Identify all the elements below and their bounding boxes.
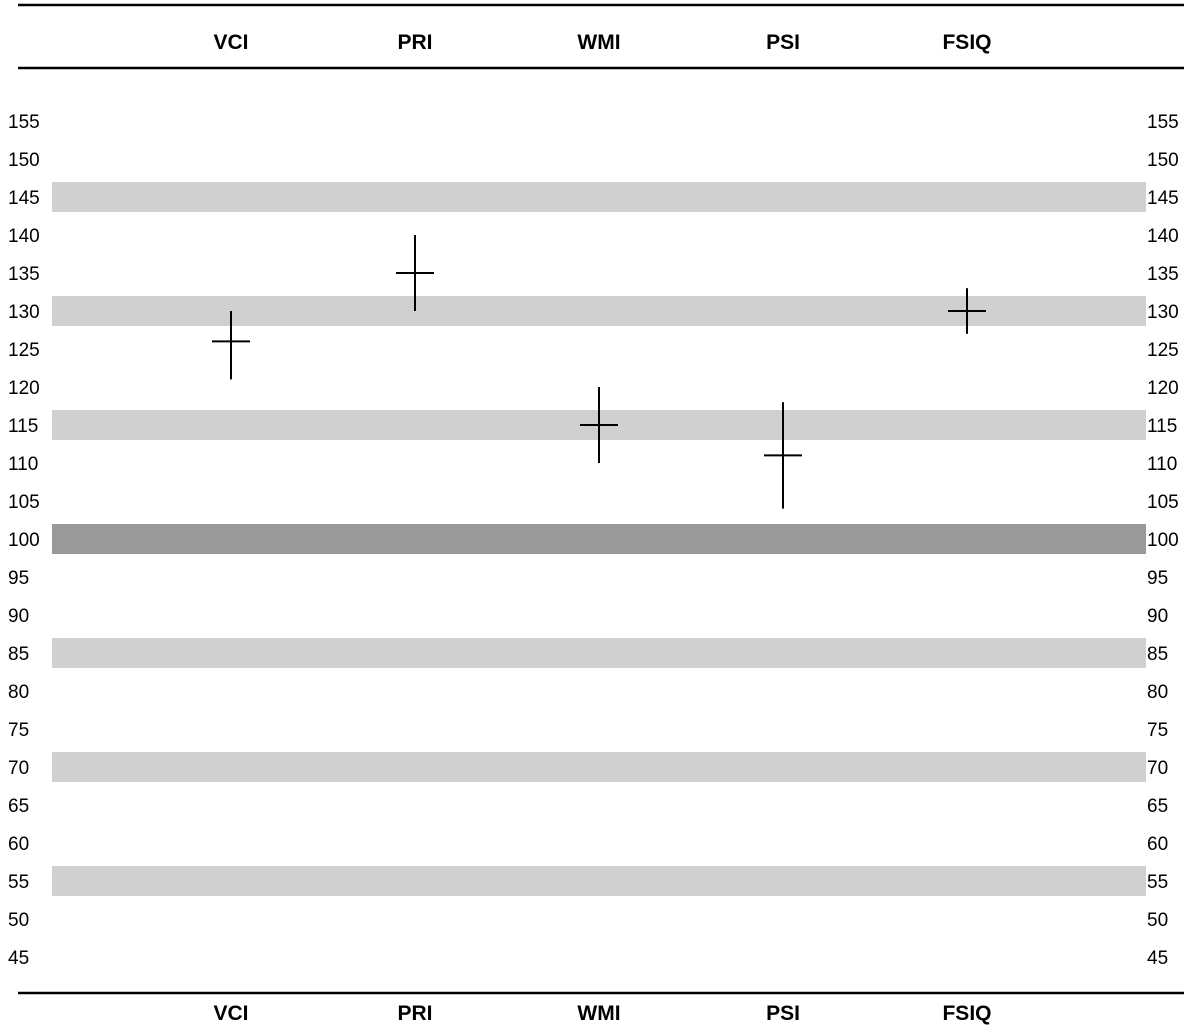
y-tick-left-115: 115 bbox=[8, 416, 38, 437]
y-tick-right-130: 130 bbox=[1147, 302, 1179, 323]
y-tick-left-125: 125 bbox=[8, 340, 40, 361]
header-bottom-pri: PRI bbox=[397, 1002, 432, 1025]
y-tick-left-105: 105 bbox=[8, 492, 40, 513]
y-tick-left-150: 150 bbox=[8, 150, 40, 171]
y-tick-left-100: 100 bbox=[8, 530, 40, 551]
header-bottom-wmi: WMI bbox=[577, 1002, 620, 1025]
score-band-145 bbox=[52, 182, 1146, 212]
y-tick-left-60: 60 bbox=[8, 834, 29, 855]
y-tick-right-90: 90 bbox=[1147, 606, 1168, 627]
header-top-fsiq: FSIQ bbox=[942, 31, 991, 54]
y-tick-right-105: 105 bbox=[1147, 492, 1179, 513]
y-tick-right-65: 65 bbox=[1147, 796, 1168, 817]
y-tick-left-135: 135 bbox=[8, 264, 40, 285]
y-tick-left-155: 155 bbox=[8, 112, 40, 133]
header-bottom-vci: VCI bbox=[213, 1002, 248, 1025]
y-tick-right-45: 45 bbox=[1147, 948, 1168, 969]
y-tick-right-55: 55 bbox=[1147, 872, 1168, 893]
right-y-axis-ticks: 155 150 145 140 135 130 125 120 115 110 105 100 95 90… bbox=[1147, 112, 1179, 969]
bottom-category-headers: VCI PRI WMI PSI FSIQ bbox=[213, 1002, 991, 1025]
y-tick-right-60: 60 bbox=[1147, 834, 1168, 855]
y-tick-left-75: 75 bbox=[8, 720, 29, 741]
y-tick-right-155: 155 bbox=[1147, 112, 1179, 133]
y-tick-left-140: 140 bbox=[8, 226, 40, 247]
y-tick-right-150: 150 bbox=[1147, 150, 1179, 171]
y-tick-left-145: 145 bbox=[8, 188, 40, 209]
header-top-pri: PRI bbox=[397, 31, 432, 54]
score-marker-vci bbox=[212, 311, 250, 380]
header-top-vci: VCI bbox=[213, 31, 248, 54]
y-tick-right-80: 80 bbox=[1147, 682, 1168, 703]
left-y-axis-ticks: 155 150 145 140 135 130 125 120 115 110 105 100 95 90… bbox=[8, 112, 40, 969]
header-bottom-psi: PSI bbox=[766, 1002, 800, 1025]
y-tick-right-120: 120 bbox=[1147, 378, 1179, 399]
score-markers bbox=[212, 235, 986, 509]
score-marker-fsiq bbox=[948, 288, 986, 334]
y-tick-right-75: 75 bbox=[1147, 720, 1168, 741]
y-tick-right-125: 125 bbox=[1147, 340, 1179, 361]
y-tick-right-145: 145 bbox=[1147, 188, 1179, 209]
y-tick-left-65: 65 bbox=[8, 796, 29, 817]
y-tick-left-85: 85 bbox=[8, 644, 29, 665]
y-tick-left-80: 80 bbox=[8, 682, 29, 703]
y-tick-right-135: 135 bbox=[1147, 264, 1179, 285]
top-category-headers: VCI PRI WMI PSI FSIQ bbox=[213, 31, 991, 54]
y-tick-left-55: 55 bbox=[8, 872, 29, 893]
y-tick-left-90: 90 bbox=[8, 606, 29, 627]
y-tick-left-130: 130 bbox=[8, 302, 40, 323]
score-marker-pri bbox=[396, 235, 434, 311]
y-tick-right-100: 100 bbox=[1147, 530, 1179, 551]
header-bottom-fsiq: FSIQ bbox=[942, 1002, 991, 1025]
header-top-psi: PSI bbox=[766, 31, 800, 54]
score-marker-wmi bbox=[580, 387, 618, 463]
y-tick-left-95: 95 bbox=[8, 568, 29, 589]
score-marker-psi bbox=[764, 402, 802, 509]
y-tick-left-120: 120 bbox=[8, 378, 40, 399]
y-tick-right-115: 115 bbox=[1147, 416, 1177, 437]
header-top-wmi: WMI bbox=[577, 31, 620, 54]
score-band-55 bbox=[52, 866, 1146, 896]
y-tick-left-45: 45 bbox=[8, 948, 29, 969]
y-tick-left-110: 110 bbox=[8, 454, 38, 475]
y-tick-right-50: 50 bbox=[1147, 910, 1168, 931]
y-tick-right-110: 110 bbox=[1147, 454, 1177, 475]
score-band-100 bbox=[52, 524, 1146, 554]
y-tick-right-70: 70 bbox=[1147, 758, 1168, 779]
y-tick-left-70: 70 bbox=[8, 758, 29, 779]
score-bands bbox=[52, 182, 1146, 896]
y-tick-left-50: 50 bbox=[8, 910, 29, 931]
score-band-70 bbox=[52, 752, 1146, 782]
y-tick-right-95: 95 bbox=[1147, 568, 1168, 589]
y-tick-right-140: 140 bbox=[1147, 226, 1179, 247]
y-tick-right-85: 85 bbox=[1147, 644, 1168, 665]
score-band-85 bbox=[52, 638, 1146, 668]
